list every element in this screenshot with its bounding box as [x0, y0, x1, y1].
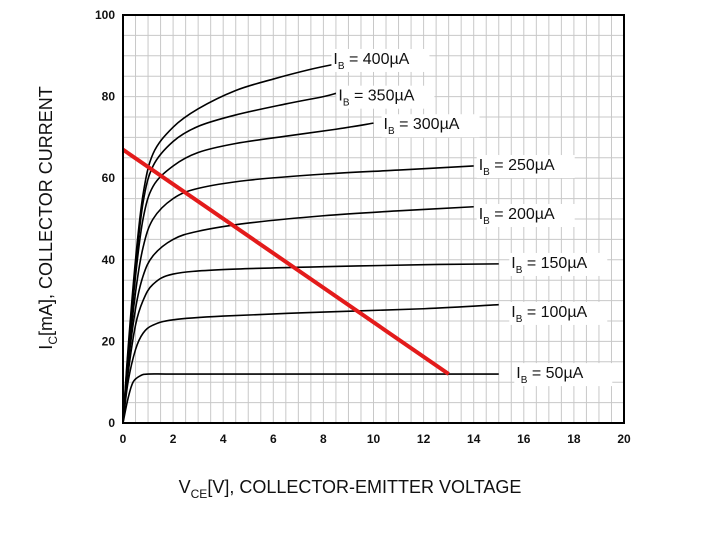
series-label: IB = 400µA [333, 51, 409, 72]
x-tick-label: 16 [517, 432, 531, 446]
load-line [121, 147, 450, 376]
x-axis-title: VCE[V], COLLECTOR-EMITTER VOLTAGE [179, 477, 522, 501]
curve-ib-3 [122, 205, 474, 424]
series-label: IB = 300µA [384, 116, 460, 137]
series-labels: IB = 50µA IB = 100µA IB = 150µA IB = 200µA I… [331, 48, 613, 387]
series-label: IB = 150µA [511, 255, 587, 276]
curve-ib-1 [122, 303, 499, 424]
x-tick-label: 10 [367, 432, 381, 446]
x-tick-label: 4 [220, 432, 227, 446]
series-label-bg [476, 155, 575, 179]
curve-ib-7 [122, 63, 337, 424]
y-tick-label: 40 [102, 253, 116, 267]
curve-ib-4 [122, 165, 474, 424]
series-label: IB = 200µA [479, 206, 555, 227]
x-tick-label: 12 [417, 432, 431, 446]
series-label: IB = 350µA [338, 88, 414, 109]
y-tick-label: 60 [102, 171, 116, 185]
x-tick-label: 0 [120, 432, 127, 446]
series-label-bg [509, 252, 608, 276]
x-tick-labels: 0 2 4 6 8 10 12 14 16 18 20 [120, 432, 631, 446]
y-tick-label: 80 [102, 90, 116, 104]
x-tick-label: 8 [320, 432, 327, 446]
curves [121, 63, 499, 424]
x-tick-label: 14 [467, 432, 481, 446]
series-label: IB = 50µA [516, 365, 583, 386]
series-label-bg [514, 363, 613, 387]
plot-frame [122, 14, 625, 424]
y-tick-label: 0 [108, 416, 115, 430]
series-label-bg [331, 48, 430, 72]
x-tick-label: 2 [170, 432, 177, 446]
x-tick-label: 18 [567, 432, 581, 446]
series-label-bg [509, 301, 608, 325]
series-label-bg [476, 204, 575, 227]
series-label: IB = 250µA [479, 157, 555, 178]
y-tick-label: 20 [102, 334, 116, 348]
y-axis-title: IC[mA], COLLECTOR CURRENT [36, 86, 60, 349]
curve-ib-0 [122, 373, 499, 424]
x-tick-label: 6 [270, 432, 277, 446]
y-tick-labels: 0 20 40 60 80 100 [95, 8, 115, 430]
series-label-bg [336, 85, 435, 109]
curve-ib-2 [122, 263, 499, 424]
series-label-bg [381, 114, 480, 138]
y-tick-label: 100 [95, 8, 115, 22]
x-tick-label: 20 [617, 432, 631, 446]
series-label: IB = 100µA [511, 304, 587, 325]
